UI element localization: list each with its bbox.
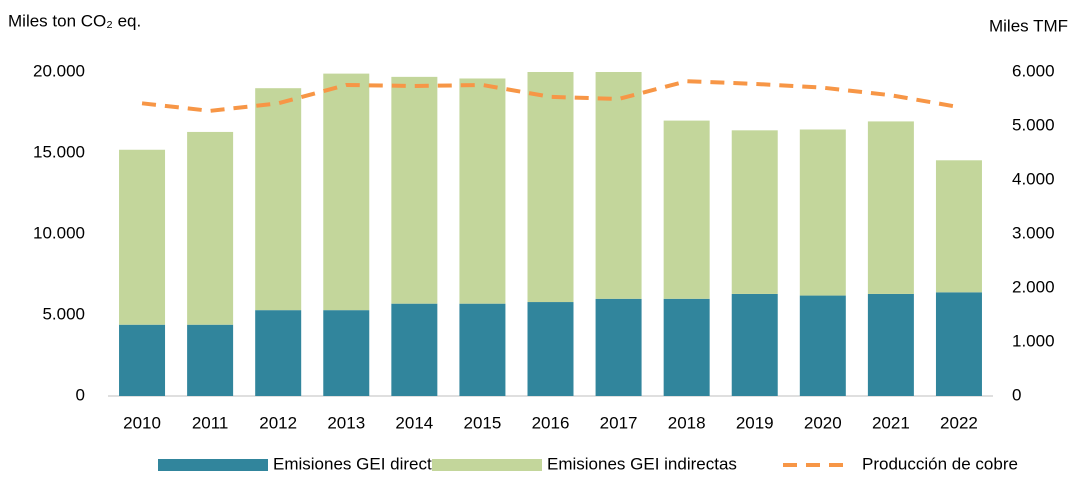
x-tick-label: 2014 [395,413,433,432]
bar [527,72,574,303]
x-tick-label: 2013 [327,413,365,432]
y2-tick-label: 6.000 [1012,61,1055,80]
legend-label: Producción de cobre [862,454,1018,473]
bar [935,292,982,396]
y2-tick-label: 3.000 [1012,223,1055,242]
y2-tick-label: 2.000 [1012,277,1055,296]
x-tick-label: 2012 [259,413,297,432]
bar [119,149,166,325]
bar [187,131,234,325]
bar [595,298,642,396]
x-tick-label: 2010 [123,413,161,432]
bar [731,293,778,396]
bar [459,303,506,396]
legend-swatch [158,459,268,471]
y-axis-label: Miles ton CO₂ eq. [8,11,141,30]
y-tick-label: 15.000 [33,142,85,161]
bar [187,324,234,396]
bar [459,78,506,304]
x-tick-label: 2011 [192,413,229,432]
x-tick-label: 2017 [600,413,638,432]
x-tick-label: 2020 [804,413,842,432]
bar [867,293,914,396]
bar [323,310,370,396]
bar [527,302,574,396]
x-tick-label: 2022 [940,413,978,432]
y2-axis-label: Miles TMF [989,16,1068,35]
bar [255,310,302,396]
x-tick-label: 2021 [872,413,910,432]
y2-tick-label: 5.000 [1012,115,1055,134]
y2-tick-label: 4.000 [1012,169,1055,188]
bar [799,129,846,296]
bar [595,72,642,299]
legend-label: Emisiones GEI indirectas [547,454,737,473]
bar [391,303,438,396]
x-tick-label: 2015 [464,413,502,432]
bar [323,73,370,311]
y-tick-label: 5.000 [42,304,85,323]
legend-label: Emisiones GEI directas [273,454,450,473]
y2-tick-label: 1.000 [1012,331,1055,350]
y-tick-label: 0 [76,385,85,404]
x-tick-label: 2018 [668,413,706,432]
y-tick-label: 10.000 [33,223,85,242]
x-tick-label: 2016 [532,413,570,432]
bar [731,130,778,294]
bar [391,76,438,304]
bar [663,120,710,299]
x-tick-label: 2019 [736,413,774,432]
bar [935,160,982,293]
bar [119,324,166,396]
bar [255,88,302,311]
y-tick-label: 20.000 [33,61,85,80]
legend-swatch [432,459,542,471]
bar [799,295,846,396]
y2-tick-label: 0 [1012,385,1021,404]
bar [867,121,914,294]
bar [663,298,710,396]
